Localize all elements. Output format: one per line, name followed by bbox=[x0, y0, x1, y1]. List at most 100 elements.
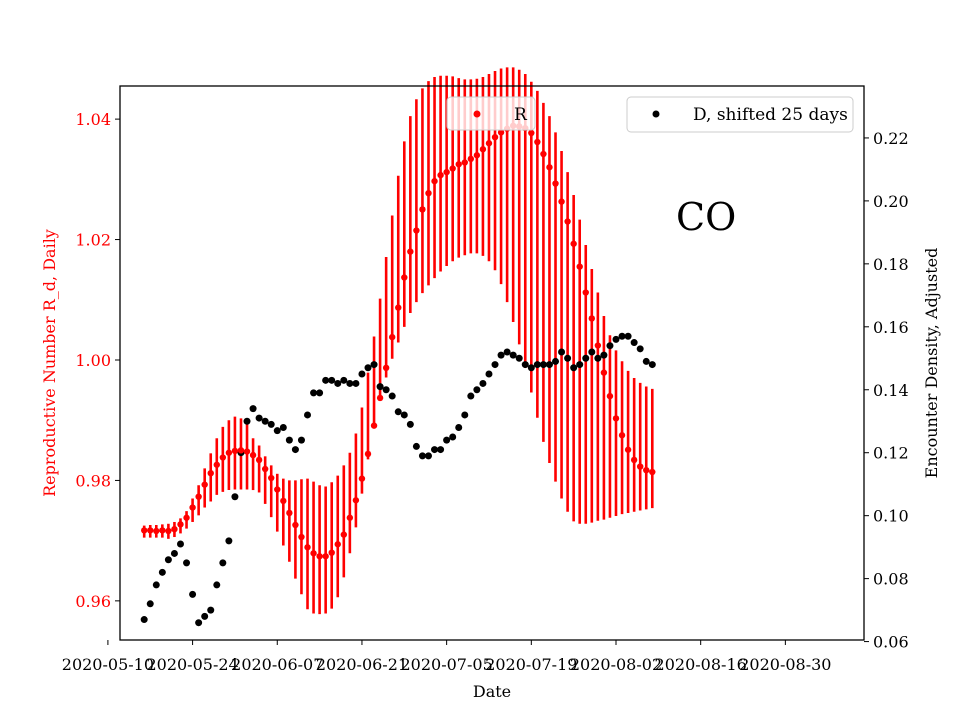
left-axis-ticks: 0.96 0.98 1.00 1.02 1.04 bbox=[75, 110, 120, 611]
d-point bbox=[461, 411, 469, 419]
d-point bbox=[231, 493, 239, 501]
d-point bbox=[213, 581, 221, 589]
r-point bbox=[298, 533, 305, 541]
d-point bbox=[189, 590, 197, 598]
d-point bbox=[618, 332, 626, 340]
d-point bbox=[545, 361, 553, 369]
d-point bbox=[273, 427, 281, 435]
left-tick-label: 0.96 bbox=[75, 592, 111, 611]
r-point bbox=[322, 553, 329, 560]
r-point bbox=[376, 394, 384, 402]
r-point bbox=[328, 549, 335, 556]
d-point bbox=[195, 619, 203, 627]
r-point bbox=[455, 161, 462, 168]
d-point bbox=[158, 568, 166, 576]
r-point bbox=[630, 456, 638, 464]
d-point bbox=[310, 389, 318, 397]
r-point bbox=[491, 133, 499, 141]
left-tick-label: 1.02 bbox=[75, 231, 111, 250]
d-point bbox=[388, 392, 396, 400]
r-point bbox=[382, 364, 390, 372]
r-point bbox=[497, 129, 505, 136]
r-point bbox=[358, 475, 366, 482]
right-axis-title: Encounter Density, Adjusted bbox=[922, 248, 941, 479]
legend-d-box bbox=[626, 96, 854, 133]
right-tick-label: 0.20 bbox=[873, 192, 909, 211]
r-point bbox=[219, 454, 227, 461]
x-tick-label: 2020-06-07 bbox=[231, 655, 323, 674]
d-point bbox=[515, 354, 523, 362]
d-point bbox=[340, 376, 348, 384]
d-point bbox=[394, 408, 402, 416]
r-point bbox=[419, 206, 426, 213]
d-point bbox=[152, 581, 160, 589]
x-tick-label: 2020-07-05 bbox=[401, 655, 493, 674]
d-point bbox=[261, 417, 269, 425]
r-point bbox=[364, 450, 372, 458]
d-point bbox=[552, 357, 560, 365]
right-tick-label: 0.10 bbox=[873, 507, 909, 526]
d-point bbox=[412, 442, 420, 450]
d-point bbox=[521, 361, 529, 369]
d-point bbox=[624, 332, 632, 340]
d-point bbox=[479, 379, 487, 387]
d-point bbox=[648, 361, 656, 369]
d-point bbox=[334, 379, 342, 387]
r-series-points bbox=[140, 122, 656, 560]
r-point bbox=[528, 129, 535, 137]
legend-r-marker bbox=[473, 110, 481, 118]
d-point bbox=[406, 420, 414, 428]
d-point bbox=[418, 452, 426, 460]
left-axis-title: Reproductive Number R_d, Daily bbox=[40, 229, 59, 497]
r-point bbox=[388, 333, 396, 341]
d-point bbox=[140, 616, 148, 624]
r-point bbox=[588, 315, 596, 322]
d-point bbox=[576, 361, 584, 369]
r-point bbox=[171, 526, 178, 533]
right-tick-label: 0.16 bbox=[873, 318, 909, 337]
d-point bbox=[183, 559, 191, 567]
d-point bbox=[164, 556, 172, 564]
right-tick-label: 0.08 bbox=[873, 570, 909, 589]
r-point bbox=[231, 447, 239, 455]
d-point bbox=[558, 348, 566, 356]
d-point bbox=[279, 424, 287, 432]
x-tick-label: 2020-05-10 bbox=[62, 655, 154, 674]
r-point bbox=[237, 447, 245, 454]
r-point bbox=[395, 304, 402, 311]
d-point bbox=[612, 335, 620, 343]
d-point bbox=[267, 420, 275, 428]
d-point bbox=[443, 436, 451, 444]
r-point bbox=[286, 509, 293, 517]
x-axis-title: Date bbox=[473, 682, 511, 701]
r-point bbox=[461, 159, 468, 166]
r-point bbox=[443, 168, 450, 176]
legend-r: R bbox=[446, 96, 536, 131]
r-point bbox=[594, 342, 602, 349]
r-point bbox=[600, 369, 608, 376]
d-point bbox=[225, 537, 233, 545]
r-point bbox=[255, 456, 263, 464]
d-point bbox=[243, 417, 251, 425]
x-tick-label: 2020-08-16 bbox=[655, 655, 747, 674]
d-point bbox=[449, 433, 457, 441]
r-point bbox=[280, 497, 287, 505]
x-tick-label: 2020-07-19 bbox=[485, 655, 577, 674]
d-point bbox=[146, 600, 154, 608]
r-point bbox=[370, 422, 378, 429]
d-point bbox=[485, 370, 493, 378]
r-point bbox=[249, 451, 257, 459]
d-point bbox=[219, 559, 227, 567]
d-point bbox=[170, 549, 178, 557]
d-point bbox=[322, 376, 330, 384]
d-point bbox=[539, 361, 547, 369]
r-point bbox=[582, 289, 589, 296]
r-point bbox=[346, 514, 354, 521]
r-point bbox=[612, 415, 620, 422]
d-point bbox=[491, 361, 499, 369]
d-point bbox=[455, 424, 463, 432]
d-point bbox=[564, 354, 572, 362]
r-point bbox=[485, 140, 493, 147]
r-point bbox=[636, 463, 644, 470]
d-point bbox=[582, 354, 590, 362]
